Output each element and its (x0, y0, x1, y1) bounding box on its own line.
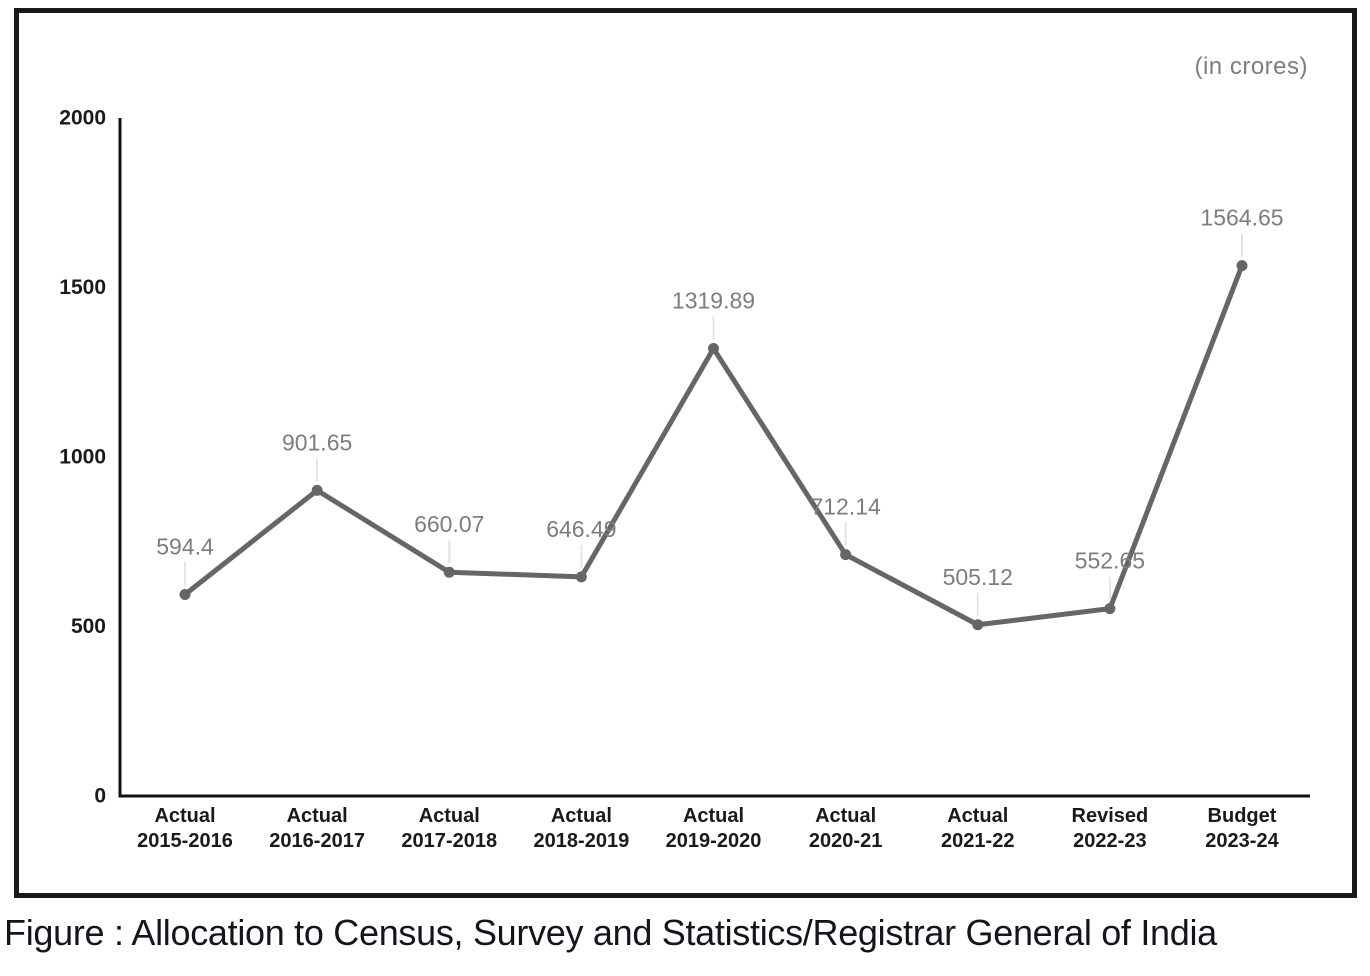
x-tick-label-line2: 2022-23 (1073, 830, 1146, 852)
data-point (311, 484, 323, 496)
data-point-label: 712.14 (810, 494, 881, 520)
x-tick-label-line2: 2020-21 (809, 830, 882, 852)
data-point-label: 1564.65 (1200, 205, 1283, 231)
data-point (840, 549, 852, 561)
data-point (708, 343, 719, 355)
y-tick-label: 1000 (59, 446, 106, 469)
x-tick-label-line2: 2018-2019 (534, 830, 630, 852)
x-tick-label-line2: 2021-22 (941, 830, 1014, 852)
data-point-label: 646.49 (546, 516, 616, 542)
y-tick-label: 0 (94, 785, 106, 808)
data-point (443, 566, 455, 578)
x-tick-label-line1: Actual (683, 805, 744, 827)
data-point (575, 571, 587, 583)
x-tick-label-line1: Revised (1072, 805, 1149, 827)
y-tick-label: 1500 (59, 276, 106, 299)
y-tick-label: 500 (71, 615, 106, 638)
x-tick-label-line1: Actual (947, 805, 1008, 827)
data-point (1104, 603, 1116, 615)
data-point (1236, 260, 1248, 272)
data-point-label: 594.4 (156, 533, 214, 559)
x-tick-label-line1: Budget (1208, 805, 1277, 827)
data-point (179, 588, 191, 600)
unit-label: (in crores) (1194, 53, 1308, 80)
figure-border: (in crores) (14, 8, 1357, 898)
x-tick-label-line1: Actual (287, 805, 348, 827)
x-tick-label-line2: 2023-24 (1205, 830, 1279, 852)
data-point (972, 619, 984, 631)
data-point-label: 901.65 (282, 429, 352, 455)
x-tick-label-line2: 2016-2017 (269, 830, 365, 852)
x-tick-label-line1: Actual (551, 805, 612, 827)
data-point-label: 552.65 (1075, 548, 1145, 574)
figure-caption: Figure : Allocation to Census, Survey an… (4, 912, 1217, 953)
data-point-label: 1319.89 (672, 288, 755, 314)
x-tick-label-line1: Actual (419, 805, 480, 827)
data-point-label: 505.12 (943, 564, 1013, 590)
x-tick-label-line2: 2017-2018 (401, 830, 497, 852)
x-tick-label-line2: 2015-2016 (137, 830, 233, 852)
x-tick-label-line2: 2019-2020 (666, 830, 762, 852)
x-tick-label-line1: Actual (815, 805, 876, 827)
y-tick-label: 2000 (59, 107, 106, 130)
x-tick-label-line1: Actual (154, 805, 215, 827)
data-point-label: 660.07 (414, 511, 484, 537)
